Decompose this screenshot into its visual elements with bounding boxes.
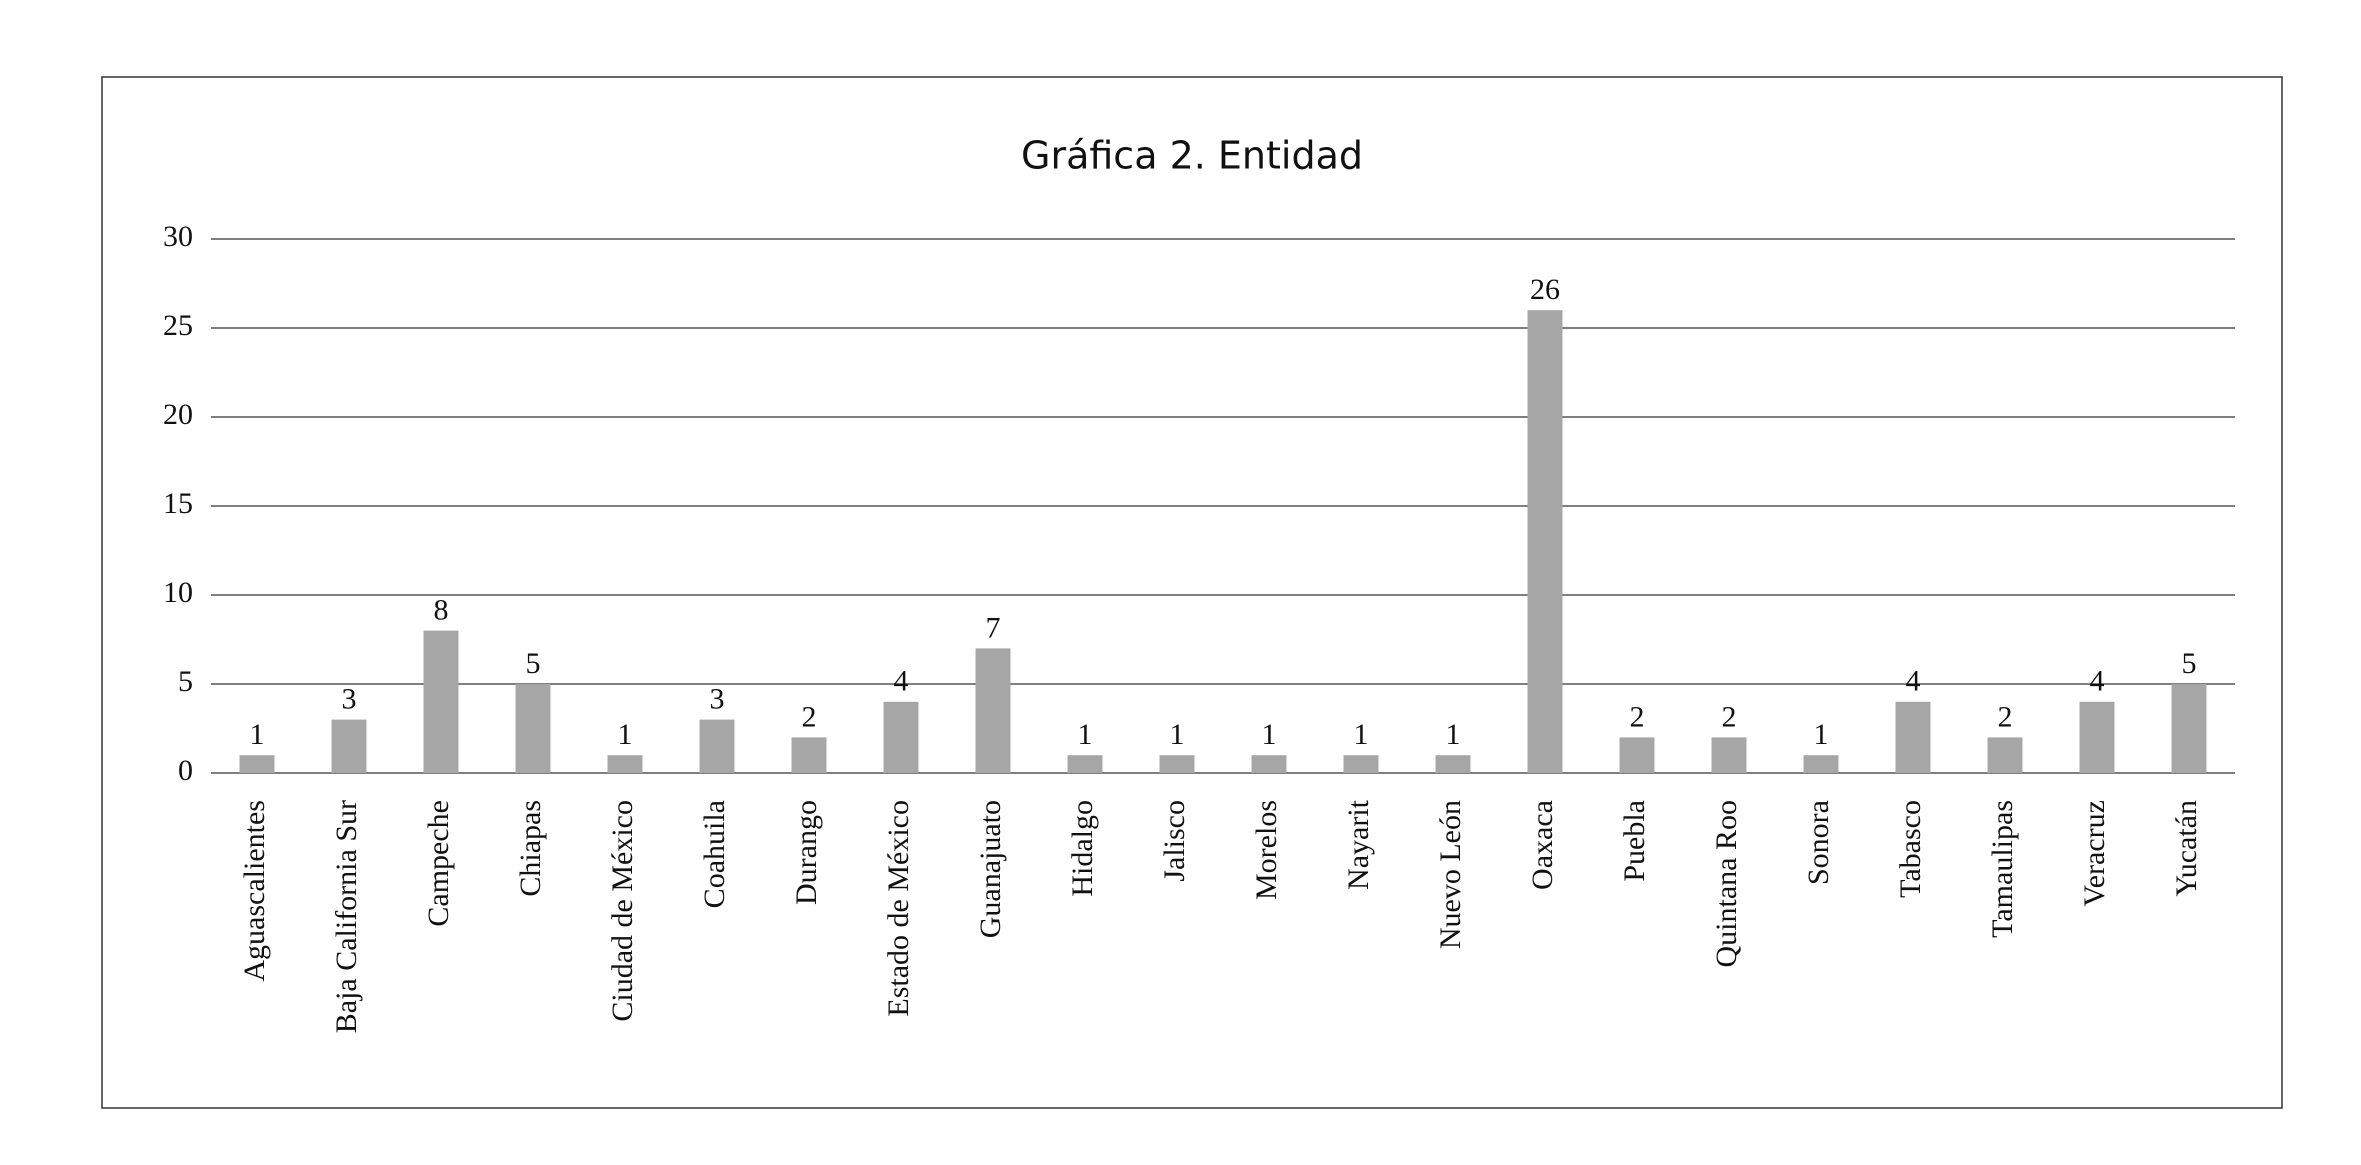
- bar: [1067, 755, 1103, 773]
- x-tick-label: Morelos: [1250, 800, 1283, 900]
- x-tick-label: Hidalgo: [1066, 800, 1099, 897]
- data-label: 2: [1722, 700, 1737, 733]
- bar: [1711, 737, 1747, 773]
- data-label: 1: [1170, 718, 1185, 751]
- data-label: 3: [710, 682, 725, 715]
- bar: [607, 755, 643, 773]
- bar: [699, 719, 735, 773]
- bar: [1527, 310, 1563, 773]
- bar: [1435, 755, 1471, 773]
- data-label: 8: [434, 593, 449, 626]
- x-tick-label: Oaxaca: [1526, 800, 1559, 890]
- x-tick-label: Aguascalientes: [238, 800, 271, 982]
- data-label: 1: [1446, 718, 1461, 751]
- y-tick-label: 10: [163, 576, 193, 609]
- x-tick-label: Quintana Roo: [1710, 800, 1743, 967]
- x-tick-label: Ciudad de México: [606, 800, 639, 1022]
- x-tick-label: Estado de México: [882, 800, 915, 1017]
- bar: [2171, 684, 2207, 773]
- bar: [1987, 737, 2023, 773]
- data-label: 5: [526, 647, 541, 680]
- data-label: 2: [1998, 700, 2013, 733]
- data-label: 1: [1354, 718, 1369, 751]
- x-tick-label: Veracruz: [2078, 800, 2111, 907]
- bar: [239, 755, 275, 773]
- bar: [883, 701, 919, 773]
- x-tick-label: Baja California Sur: [330, 800, 363, 1033]
- chart-frame: [101, 76, 2283, 1109]
- bar: [515, 684, 551, 773]
- data-label: 26: [1530, 273, 1560, 306]
- bar: [1251, 755, 1287, 773]
- data-label: 2: [802, 700, 817, 733]
- x-tick-label: Tamaulipas: [1986, 800, 2019, 938]
- x-tick-label: Guanajuato: [974, 800, 1007, 938]
- data-label: 4: [1906, 665, 1921, 698]
- y-tick-label: 0: [178, 754, 193, 787]
- x-tick-label: Yucatán: [2170, 800, 2203, 897]
- y-tick-label: 20: [163, 398, 193, 431]
- bar: [1803, 755, 1839, 773]
- data-label: 4: [894, 665, 909, 698]
- x-tick-label: Campeche: [422, 800, 455, 927]
- bar: [2079, 701, 2115, 773]
- bar: [423, 630, 459, 773]
- data-label: 5: [2182, 647, 2197, 680]
- bar: [975, 648, 1011, 773]
- x-tick-label: Coahuila: [698, 800, 731, 908]
- data-label: 1: [250, 718, 265, 751]
- x-tick-label: Nayarit: [1342, 799, 1375, 890]
- data-label: 7: [986, 611, 1001, 644]
- data-label: 1: [618, 718, 633, 751]
- bar: [331, 719, 367, 773]
- bar: [1159, 755, 1195, 773]
- x-tick-label: Sonora: [1802, 800, 1835, 885]
- bar: [791, 737, 827, 773]
- x-tick-label: Nuevo León: [1434, 800, 1467, 949]
- data-label: 2: [1630, 700, 1645, 733]
- data-label: 3: [342, 682, 357, 715]
- y-tick-label: 30: [163, 220, 193, 253]
- chart-title: Gráfica 2. Entidad: [1021, 134, 1363, 178]
- x-tick-label: Chiapas: [514, 800, 547, 897]
- x-tick-label: Jalisco: [1158, 800, 1191, 882]
- y-tick-label: 25: [163, 309, 193, 342]
- data-label: 4: [2090, 665, 2105, 698]
- data-label: 1: [1078, 718, 1093, 751]
- y-tick-label: 15: [163, 487, 193, 520]
- bar: [1619, 737, 1655, 773]
- bar: [1343, 755, 1379, 773]
- x-tick-label: Tabasco: [1894, 800, 1927, 898]
- bar: [1895, 701, 1931, 773]
- data-label: 1: [1814, 718, 1829, 751]
- y-tick-label: 5: [178, 665, 193, 698]
- x-tick-label: Durango: [790, 800, 823, 905]
- x-tick-label: Puebla: [1618, 800, 1651, 882]
- data-label: 1: [1262, 718, 1277, 751]
